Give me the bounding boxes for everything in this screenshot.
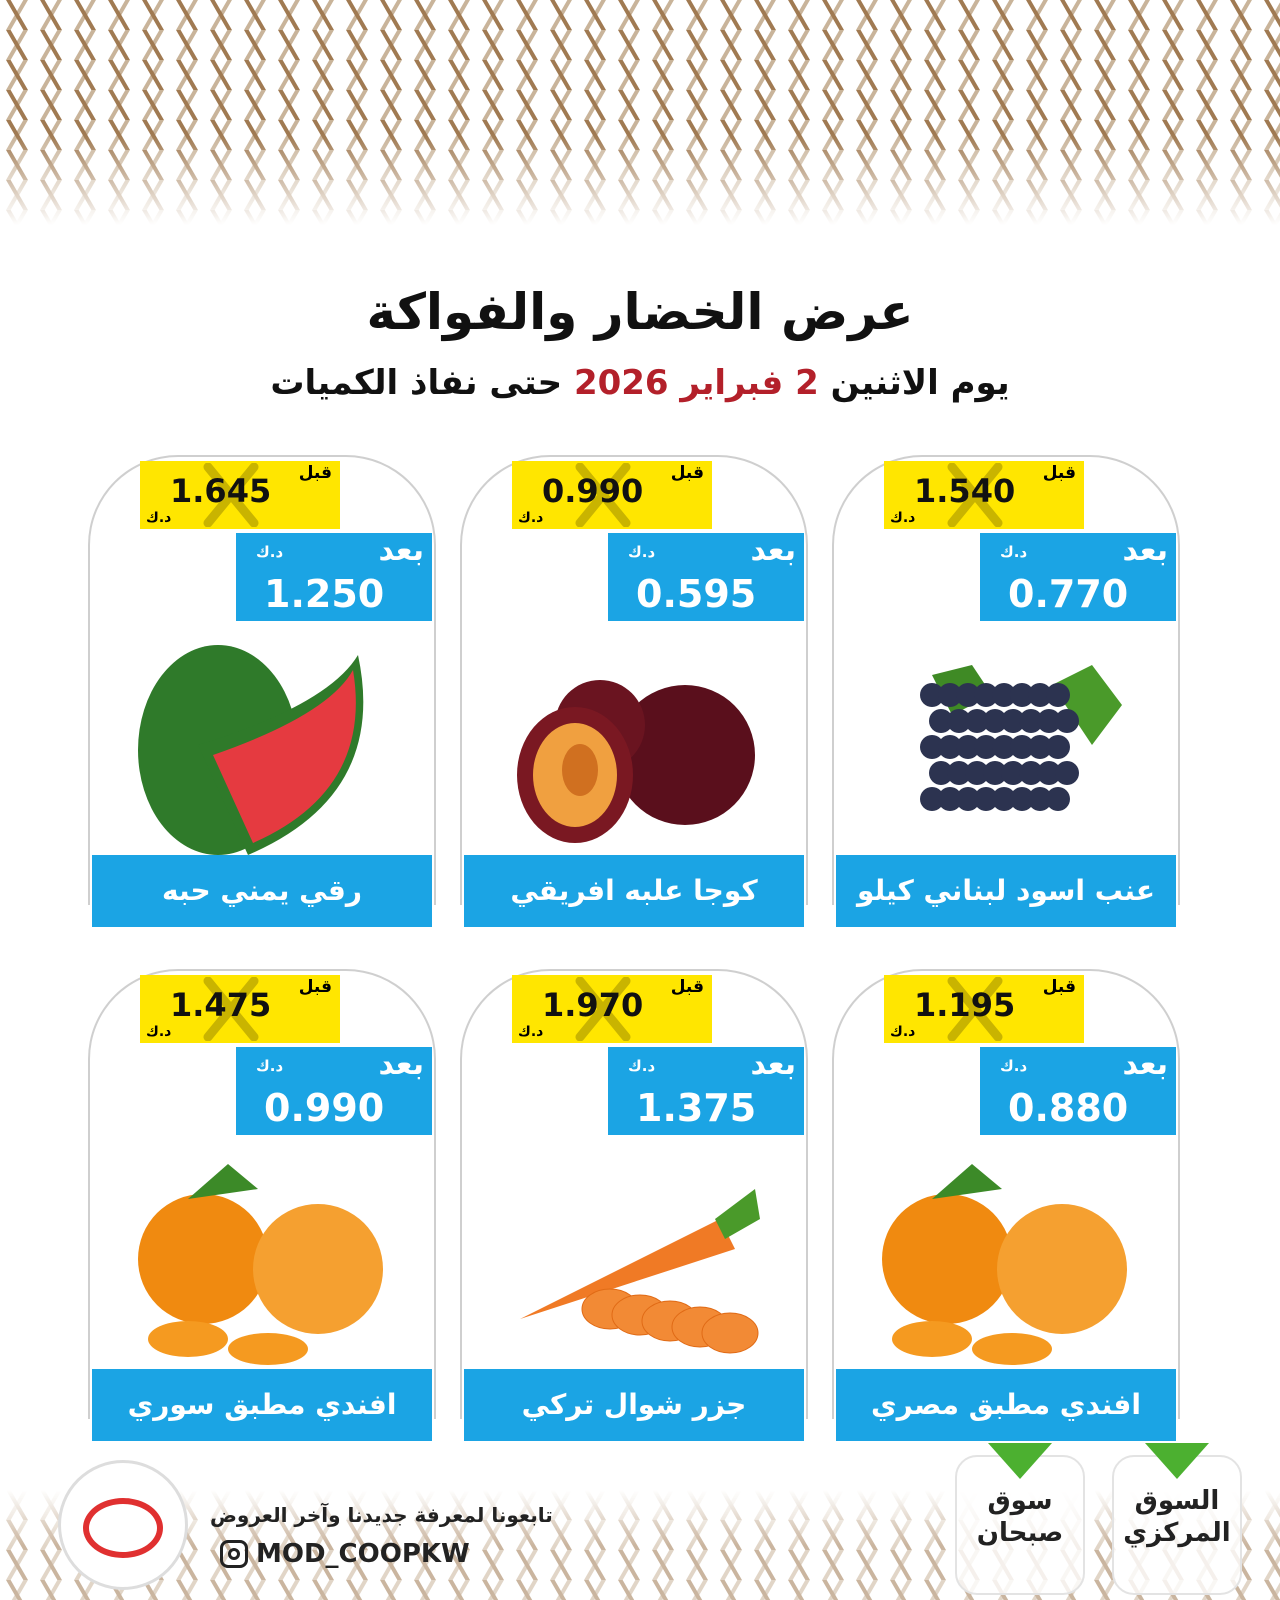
old-price-tag: قبل 1.540 د.ك <box>884 461 1084 529</box>
decorative-pattern-bottom <box>0 1490 1280 1600</box>
follow-text: تابعونا لمعرفة جديدنا وآخر العروض <box>210 1503 553 1527</box>
currency: د.ك <box>146 510 172 526</box>
currency: د.ك <box>146 1024 172 1040</box>
product-name: رقي يمني حبه <box>92 855 432 927</box>
after-label: بعد <box>378 533 424 568</box>
new-price: 1.250 <box>264 572 385 616</box>
new-price: 1.375 <box>636 1086 757 1130</box>
product-card[interactable]: قبل 1.195 د.ك بعد د.ك 0.880 افندي مطبق مصري <box>832 969 1180 1459</box>
card-frame <box>460 969 808 1419</box>
carrot-image <box>500 1159 770 1369</box>
card-frame <box>88 969 436 1419</box>
currency: د.ك <box>256 543 284 561</box>
subtitle-note: حتى نفاذ الكميات <box>270 363 563 403</box>
currency: د.ك <box>890 1024 916 1040</box>
logo-ring <box>83 1498 163 1558</box>
currency: د.ك <box>1000 543 1028 561</box>
chevron-down-icon <box>988 1443 1052 1479</box>
new-price: 0.990 <box>264 1086 385 1130</box>
new-price-tag: بعد د.ك 0.880 <box>980 1047 1176 1135</box>
old-price: 1.195 <box>914 986 1016 1024</box>
old-price-tag: قبل 1.645 د.ك <box>140 461 340 529</box>
new-price-tag: بعد د.ك 0.770 <box>980 533 1176 621</box>
after-label: بعد <box>378 1047 424 1082</box>
instagram-handle[interactable]: MOD_COOPKW <box>220 1538 470 1570</box>
old-price: 1.645 <box>170 472 272 510</box>
strike-x-icon <box>202 976 260 1042</box>
handle-text: MOD_COOPKW <box>256 1539 470 1569</box>
product-card[interactable]: قبل 1.645 د.ك بعد د.ك 1.250 رقي يمني حبه <box>88 455 436 945</box>
after-label: بعد <box>750 1047 796 1082</box>
before-label: قبل <box>670 463 704 483</box>
instagram-icon <box>220 1540 248 1568</box>
before-label: قبل <box>1042 977 1076 997</box>
currency: د.ك <box>890 510 916 526</box>
strike-x-icon <box>946 976 1004 1042</box>
before-label: قبل <box>298 463 332 483</box>
before-label: قبل <box>1042 463 1076 483</box>
currency: د.ك <box>628 1057 656 1075</box>
old-price: 0.990 <box>542 472 644 510</box>
old-price: 1.475 <box>170 986 272 1024</box>
chevron-down-icon <box>1145 1443 1209 1479</box>
card-frame <box>832 969 1180 1419</box>
after-label: بعد <box>1122 1047 1168 1082</box>
new-price-tag: بعد د.ك 0.595 <box>608 533 804 621</box>
product-name: افندي مطبق سوري <box>92 1369 432 1441</box>
mandarin-image <box>872 1159 1142 1369</box>
new-price: 0.770 <box>1008 572 1129 616</box>
new-price: 0.595 <box>636 572 757 616</box>
product-grid: قبل 1.540 د.ك بعد د.ك 0.770 عنب اسود لبناني … <box>88 455 1180 1459</box>
strike-x-icon <box>574 462 632 528</box>
ministry-logo <box>58 1460 188 1590</box>
decorative-pattern-top <box>0 0 1280 225</box>
before-label: قبل <box>670 977 704 997</box>
old-price: 1.970 <box>542 986 644 1024</box>
grapes-image <box>872 645 1142 855</box>
page-title: عرض الخضار والفواكة <box>366 283 914 341</box>
strike-x-icon <box>202 462 260 528</box>
new-price-tag: بعد د.ك 0.990 <box>236 1047 432 1135</box>
store-badge-central: السوق المركزي <box>1112 1443 1242 1595</box>
currency: د.ك <box>518 1024 544 1040</box>
strike-x-icon <box>946 462 1004 528</box>
watermelon-image <box>128 645 398 855</box>
strike-x-icon <box>574 976 632 1042</box>
subtitle-date: 2 فبراير 2026 <box>573 363 819 403</box>
plum-image <box>500 645 770 855</box>
currency: د.ك <box>256 1057 284 1075</box>
product-card[interactable]: قبل 1.540 د.ك بعد د.ك 0.770 عنب اسود لبناني … <box>832 455 1180 945</box>
after-label: بعد <box>1122 533 1168 568</box>
old-price-tag: قبل 1.195 د.ك <box>884 975 1084 1043</box>
store-label: السوق المركزي <box>1123 1486 1231 1548</box>
before-label: قبل <box>298 977 332 997</box>
new-price-tag: بعد د.ك 1.250 <box>236 533 432 621</box>
subtitle-day: يوم الاثنين <box>830 363 1010 403</box>
product-name: افندي مطبق مصري <box>836 1369 1176 1441</box>
card-frame <box>832 455 1180 905</box>
product-name: عنب اسود لبناني كيلو <box>836 855 1176 927</box>
product-card[interactable]: قبل 0.990 د.ك بعد د.ك 0.595 كوجا علبه افريقي <box>460 455 808 945</box>
card-frame <box>460 455 808 905</box>
old-price-tag: قبل 1.970 د.ك <box>512 975 712 1043</box>
old-price-tag: قبل 1.475 د.ك <box>140 975 340 1043</box>
page-subtitle: يوم الاثنين 2 فبراير 2026 حتى نفاذ الكمي… <box>0 362 1280 404</box>
mandarin-image <box>128 1159 398 1369</box>
currency: د.ك <box>1000 1057 1028 1075</box>
card-frame <box>88 455 436 905</box>
old-price-tag: قبل 0.990 د.ك <box>512 461 712 529</box>
product-card[interactable]: قبل 1.475 د.ك بعد د.ك 0.990 افندي مطبق سوري <box>88 969 436 1459</box>
store-label: سوق صبحان <box>976 1486 1064 1548</box>
product-name: جزر شوال تركي <box>464 1369 804 1441</box>
after-label: بعد <box>750 533 796 568</box>
old-price: 1.540 <box>914 472 1016 510</box>
new-price: 0.880 <box>1008 1086 1129 1130</box>
currency: د.ك <box>628 543 656 561</box>
product-card[interactable]: قبل 1.970 د.ك بعد د.ك 1.375 جزر شوال تركي <box>460 969 808 1459</box>
store-badge-sabhan: سوق صبحان <box>955 1443 1085 1595</box>
product-name: كوجا علبه افريقي <box>464 855 804 927</box>
currency: د.ك <box>518 510 544 526</box>
new-price-tag: بعد د.ك 1.375 <box>608 1047 804 1135</box>
